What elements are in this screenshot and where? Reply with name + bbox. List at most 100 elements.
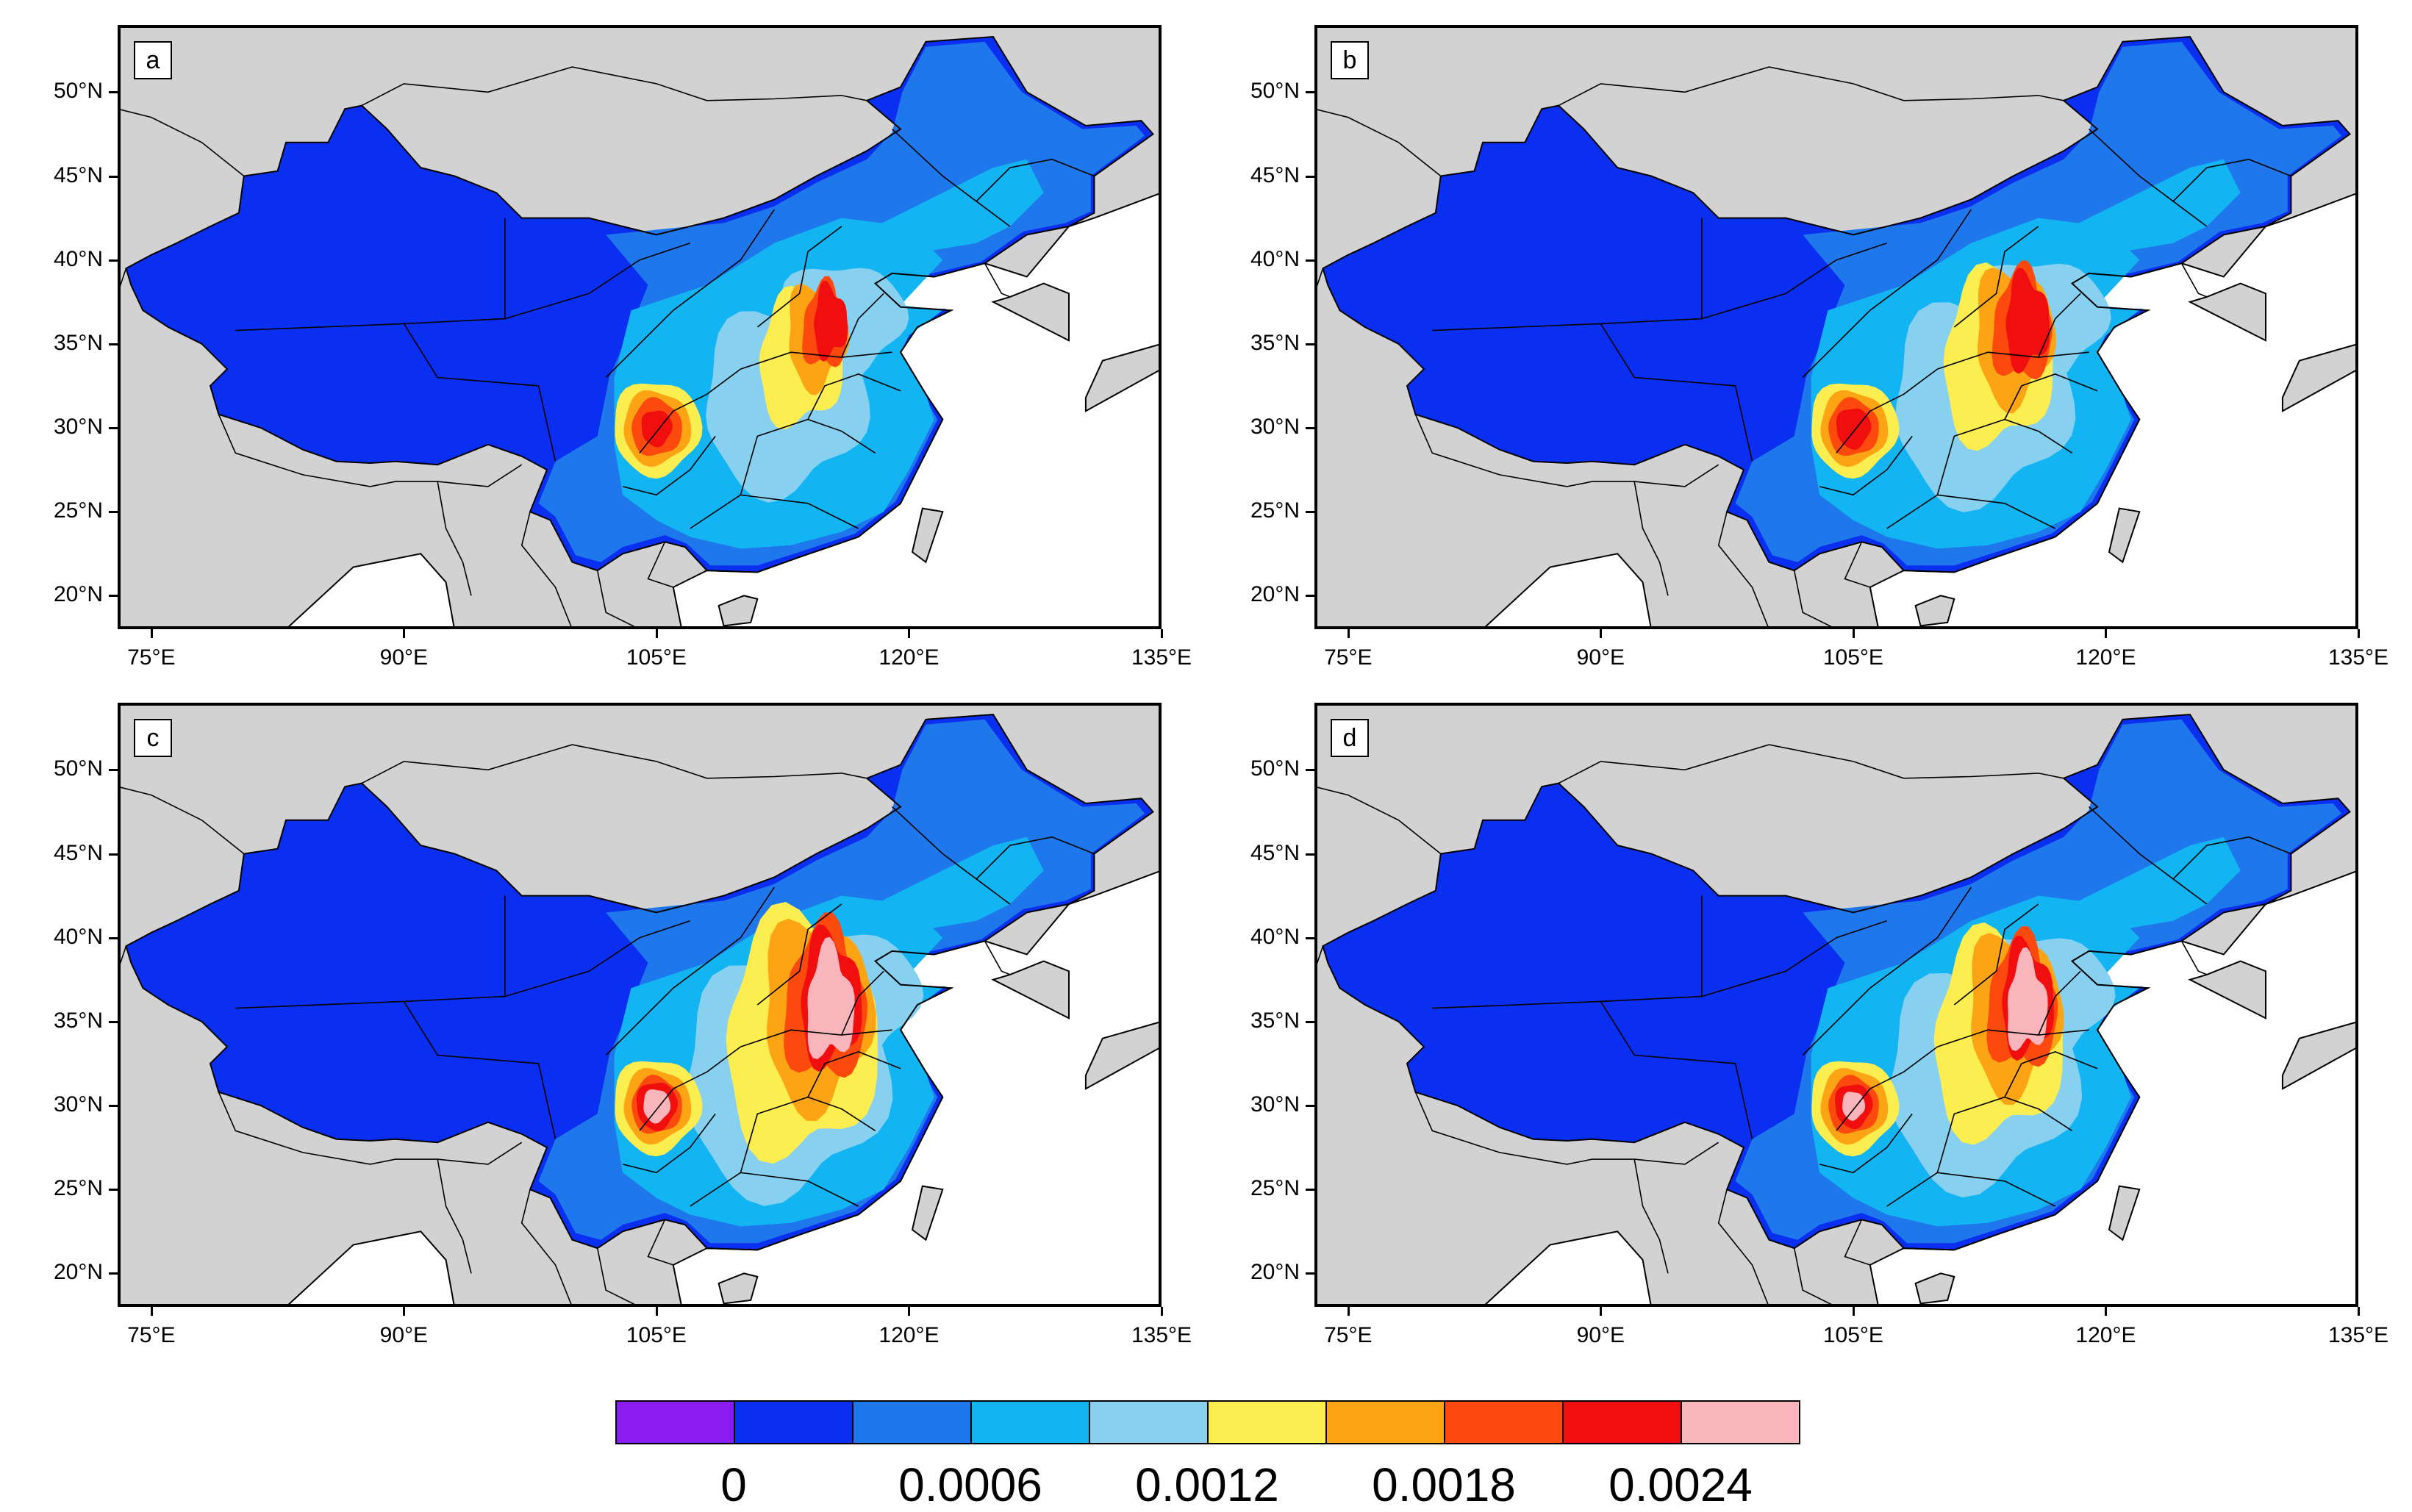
lat-tick-label: 30°N <box>1250 415 1300 439</box>
lon-tick-label: 135°E <box>1131 1323 1192 1347</box>
boundary-line <box>504 243 690 320</box>
lat-tick <box>1306 175 1314 178</box>
land-region <box>1914 595 1955 627</box>
field-contour <box>2005 268 2050 374</box>
boundary-line <box>2180 940 2208 975</box>
boundary-line <box>976 836 1095 880</box>
field-contour <box>2072 159 2241 252</box>
field-contour <box>2072 836 2241 930</box>
boundary-line <box>596 570 640 629</box>
lon-tick <box>2358 1307 2360 1316</box>
boundary-line <box>1717 1189 1770 1307</box>
boundary-line <box>1819 435 1913 496</box>
lon-tick-label: 90°E <box>379 645 429 670</box>
sea-region <box>1481 553 1653 629</box>
boundary-line <box>218 1092 523 1165</box>
sea-region <box>1481 1230 1653 1307</box>
lon-tick-label: 90°E <box>1576 1323 1625 1347</box>
boundary-line <box>1836 1046 1938 1131</box>
lat-tick-label: 35°N <box>53 330 103 355</box>
panel-label: d <box>1331 719 1369 757</box>
lon-tick <box>150 1307 153 1316</box>
boundary-line <box>504 920 690 997</box>
lat-tick-label: 20°N <box>53 582 103 607</box>
land-region <box>2188 960 2266 1020</box>
boundary-line <box>756 226 842 328</box>
boundary-line <box>647 1219 674 1266</box>
land-region <box>911 507 944 564</box>
land-region <box>1084 1020 1162 1090</box>
lon-tick <box>1161 629 1163 638</box>
colorbar-cell <box>970 1400 1090 1444</box>
lat-tick <box>1306 259 1314 262</box>
boundary-line <box>1432 895 1703 1009</box>
boundary-line <box>891 806 1011 905</box>
boundary-line <box>1844 541 1871 588</box>
lon-tick-label: 105°E <box>626 645 687 670</box>
lat-tick-label: 35°N <box>1250 330 1300 355</box>
lat-tick <box>109 936 118 939</box>
boundary-line <box>1886 494 2056 529</box>
land-region <box>2281 343 2358 412</box>
boundary-line <box>1886 1172 2056 1207</box>
field-contour <box>1836 408 1872 450</box>
boundary-line <box>2088 806 2208 905</box>
lat-tick <box>109 427 118 429</box>
boundary-line <box>361 66 867 107</box>
boundary-line <box>1937 1029 2089 1047</box>
colorbar-cell <box>1089 1400 1209 1444</box>
lon-tick <box>1347 1307 1350 1316</box>
lon-tick-label: 135°E <box>1131 645 1192 670</box>
boundary-line <box>984 262 1011 298</box>
lon-tick <box>655 629 658 638</box>
sea-region <box>284 553 456 629</box>
boundary-line <box>1432 218 1703 332</box>
lat-tick-label: 25°N <box>1250 498 1300 523</box>
colorbar-label: 0.0006 <box>898 1458 1042 1511</box>
panel-label: b <box>1331 41 1369 79</box>
lat-tick <box>109 259 118 262</box>
lat-tick-label: 40°N <box>53 246 103 271</box>
map-area: b <box>1314 25 2358 629</box>
colorbar-label: 0.0012 <box>1135 1458 1279 1511</box>
land-region <box>991 282 1070 342</box>
boundary-line <box>740 351 892 370</box>
lat-tick <box>109 91 118 94</box>
lat-tick-label: 40°N <box>1250 924 1300 949</box>
boundary-line <box>1953 903 2039 1006</box>
map-area: a <box>118 25 1162 629</box>
boundary-line <box>2088 129 2208 227</box>
boundary-line <box>1314 108 1442 177</box>
lat-tick-label: 50°N <box>1250 79 1300 104</box>
lat-tick-label: 35°N <box>53 1008 103 1033</box>
lon-tick <box>908 1307 911 1316</box>
boundary-line <box>118 108 245 177</box>
boundary-line <box>1953 226 2039 328</box>
boundary-line <box>690 1172 859 1207</box>
boundary-line <box>807 373 901 420</box>
boundary-line <box>841 970 884 1036</box>
lat-tick-label: 30°N <box>53 415 103 439</box>
lat-tick-label: 50°N <box>53 756 103 781</box>
lon-tick-label: 75°E <box>127 1323 176 1347</box>
lon-tick-label: 75°E <box>1324 1323 1373 1347</box>
field-contour <box>641 410 673 448</box>
boundary-line <box>2004 1051 2098 1097</box>
boundary-line <box>2038 970 2081 1036</box>
colorbar-cell <box>1681 1400 1800 1444</box>
lon-tick-label: 105°E <box>1822 645 1883 670</box>
lat-tick-label: 45°N <box>53 840 103 865</box>
colorbar-cell <box>734 1400 853 1444</box>
map-area: c <box>118 703 1162 1307</box>
lon-tick <box>1600 629 1603 638</box>
boundary-line <box>218 414 523 487</box>
land-region <box>1914 1272 1955 1305</box>
lat-tick <box>1306 91 1314 94</box>
boundary-line <box>622 435 716 496</box>
boundary-line <box>1600 1000 1753 1139</box>
field-contour <box>807 936 855 1059</box>
boundary-line <box>1802 209 1972 379</box>
boundary-line <box>403 323 557 462</box>
map-svg <box>118 25 1162 629</box>
lat-tick-label: 25°N <box>53 1176 103 1201</box>
